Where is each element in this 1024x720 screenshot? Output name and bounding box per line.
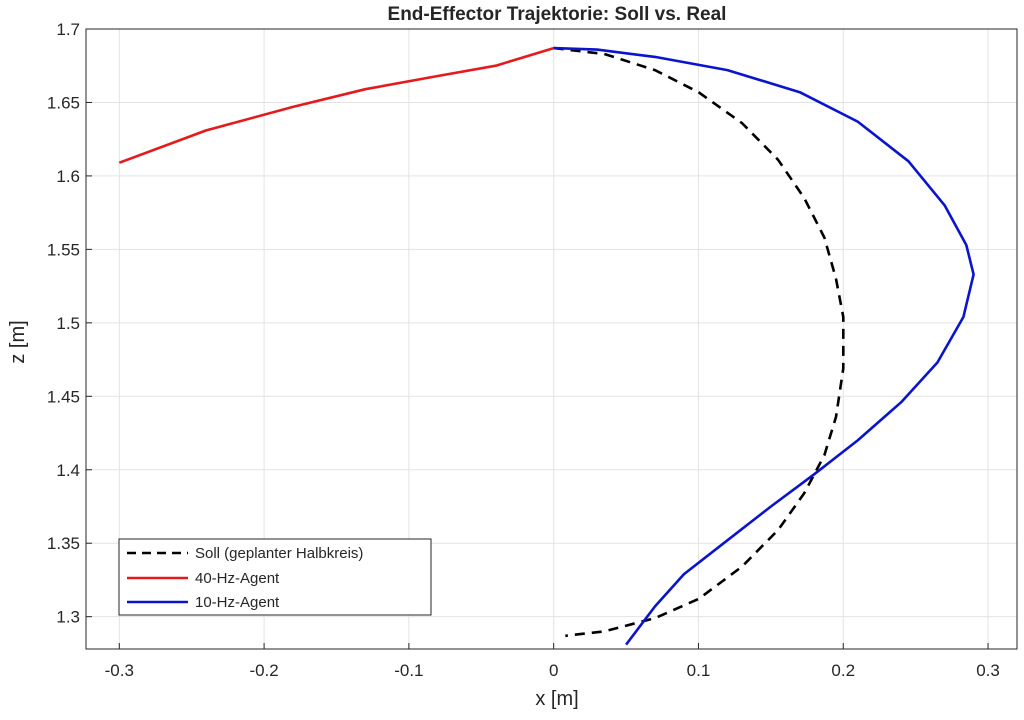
tick-label-layer: -0.3 -0.2 -0.1 0 0.1 0.2 0.3 1.3 1.35 1.4 1.45 1.5 1… xyxy=(47,20,1000,680)
y-tick-label: 1.3 xyxy=(56,608,80,627)
plot-frame xyxy=(85,28,1018,650)
y-tick-label: 1.4 xyxy=(56,461,80,480)
y-tick-label: 1.6 xyxy=(56,167,80,186)
x-tick-label: 0.3 xyxy=(976,661,1000,680)
y-tick-label: 1.45 xyxy=(47,387,80,406)
x-tick-label: -0.2 xyxy=(249,661,278,680)
chart-title: End-Effector Trajektorie: Soll vs. Real xyxy=(388,4,727,25)
y-tick-label: 1.7 xyxy=(56,20,80,39)
10hz-series-line xyxy=(553,46,975,646)
x-tick-label: 0.2 xyxy=(831,661,855,680)
x-tick-label: -0.1 xyxy=(394,661,423,680)
y-tick-label: 1.35 xyxy=(47,534,80,553)
y-tick-label: 1.65 xyxy=(47,93,80,112)
legend-label-10hz: 10-Hz-Agent xyxy=(195,594,280,611)
x-axis-title: x [m] xyxy=(535,688,578,710)
x-tick-label: 0 xyxy=(549,661,558,680)
40hz-series-line xyxy=(118,46,555,164)
tick-layer xyxy=(86,28,989,649)
y-tick-label: 1.5 xyxy=(56,314,80,333)
y-axis-title: z [m] xyxy=(7,320,29,363)
legend-label-40hz: 40-Hz-Agent xyxy=(195,570,280,587)
soll-series-line xyxy=(553,46,845,638)
y-tick-label: 1.55 xyxy=(47,240,80,259)
legend-label-soll: Soll (geplanter Halbkreis) xyxy=(195,545,363,562)
x-tick-label: -0.3 xyxy=(105,661,134,680)
legend: Soll (geplanter Halbkreis) 40-Hz-Agent 1… xyxy=(118,538,432,616)
x-tick-label: 0.1 xyxy=(687,661,711,680)
series-layer xyxy=(118,46,975,646)
